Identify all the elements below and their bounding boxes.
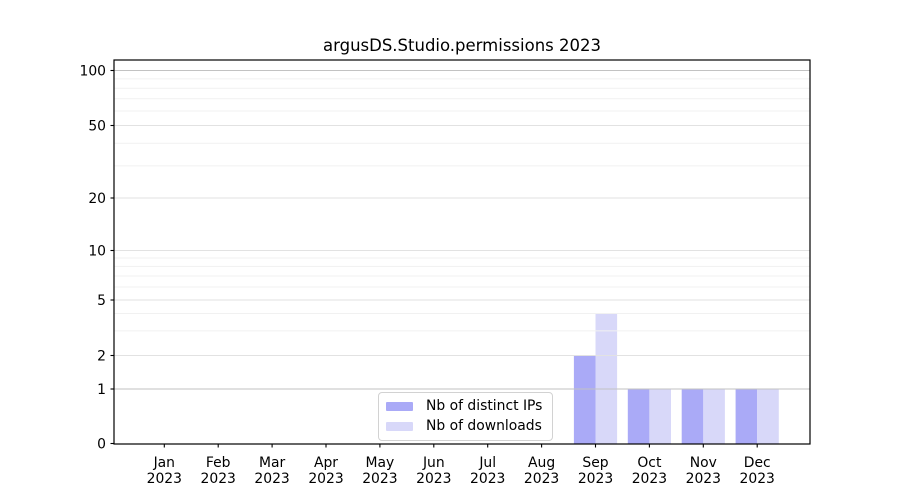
- legend-label-distinct-ips: Nb of distinct IPs: [426, 398, 543, 414]
- ytick-label-50: 50: [88, 118, 106, 134]
- bar-nb-of-distinct-ips-dec: [735, 389, 758, 444]
- ytick-label-20: 20: [88, 191, 106, 207]
- xtick-label-dec: Dec 2023: [740, 455, 775, 487]
- axes-spines: [113, 59, 811, 445]
- legend-swatch-distinct-ips: [386, 401, 413, 412]
- bar-nb-of-distinct-ips-oct: [627, 389, 650, 444]
- xtick-label-mar: Mar 2023: [254, 455, 289, 487]
- legend-item-downloads: Nb of downloads: [386, 418, 542, 435]
- xtick-label-jul: Jul 2023: [470, 455, 505, 487]
- xtick-label-aug: Aug 2023: [524, 455, 559, 487]
- bar-nb-of-distinct-ips-nov: [681, 389, 704, 444]
- bar-nb-of-downloads-sep: [595, 313, 618, 444]
- xtick-label-jan: Jan 2023: [147, 455, 182, 487]
- xtick-label-jun: Jun 2023: [416, 455, 451, 487]
- bar-nb-of-downloads-oct: [649, 389, 671, 444]
- bar-nb-of-downloads-nov: [703, 389, 725, 444]
- xtick-label-nov: Nov 2023: [686, 455, 721, 487]
- ytick-label-10: 10: [88, 243, 106, 259]
- ytick-label-2: 2: [97, 348, 106, 364]
- xtick-label-sep: Sep 2023: [578, 455, 613, 487]
- xtick-label-feb: Feb 2023: [201, 455, 236, 487]
- ytick-label-5: 5: [97, 293, 106, 309]
- legend-label-downloads: Nb of downloads: [426, 418, 542, 434]
- legend: Nb of distinct IPs Nb of downloads: [378, 392, 554, 441]
- xtick-label-oct: Oct 2023: [632, 455, 667, 487]
- ytick-label-0: 0: [97, 436, 106, 452]
- legend-item-distinct-ips: Nb of distinct IPs: [386, 398, 542, 415]
- xtick-label-may: May 2023: [362, 455, 397, 487]
- xtick-label-apr: Apr 2023: [308, 455, 343, 487]
- bar-nb-of-downloads-dec: [757, 389, 779, 444]
- legend-swatch-downloads: [386, 421, 413, 432]
- ytick-label-100: 100: [79, 63, 106, 79]
- ytick-label-1: 1: [97, 382, 106, 398]
- chart-title: argusDS.Studio.permissions 2023: [322, 36, 601, 55]
- bar-nb-of-distinct-ips-sep: [573, 355, 596, 444]
